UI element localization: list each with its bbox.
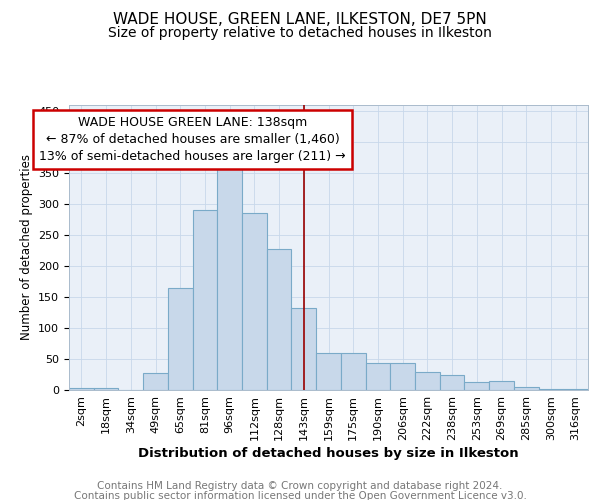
Bar bbox=[292, 308, 316, 390]
Bar bbox=[316, 353, 341, 390]
Bar bbox=[267, 248, 292, 390]
Bar bbox=[365, 364, 390, 390]
Bar bbox=[390, 364, 415, 390]
Text: Distribution of detached houses by size in Ilkeston: Distribution of detached houses by size … bbox=[139, 448, 519, 460]
Bar bbox=[539, 389, 563, 390]
Text: WADE HOUSE, GREEN LANE, ILKESTON, DE7 5PN: WADE HOUSE, GREEN LANE, ILKESTON, DE7 5P… bbox=[113, 12, 487, 28]
Bar bbox=[193, 210, 217, 390]
Bar bbox=[217, 164, 242, 390]
Bar bbox=[464, 382, 489, 390]
Bar bbox=[168, 288, 193, 390]
Bar bbox=[143, 374, 168, 390]
Text: Size of property relative to detached houses in Ilkeston: Size of property relative to detached ho… bbox=[108, 26, 492, 40]
Bar bbox=[489, 382, 514, 390]
Bar bbox=[415, 372, 440, 390]
Bar bbox=[94, 388, 118, 390]
Text: Contains HM Land Registry data © Crown copyright and database right 2024.: Contains HM Land Registry data © Crown c… bbox=[97, 481, 503, 491]
Bar bbox=[341, 353, 365, 390]
Text: WADE HOUSE GREEN LANE: 138sqm
← 87% of detached houses are smaller (1,460)
13% o: WADE HOUSE GREEN LANE: 138sqm ← 87% of d… bbox=[39, 116, 346, 163]
Bar bbox=[440, 374, 464, 390]
Bar bbox=[514, 387, 539, 390]
Bar bbox=[242, 214, 267, 390]
Text: Contains public sector information licensed under the Open Government Licence v3: Contains public sector information licen… bbox=[74, 491, 526, 500]
Bar bbox=[563, 389, 588, 390]
Y-axis label: Number of detached properties: Number of detached properties bbox=[20, 154, 32, 340]
Bar bbox=[69, 388, 94, 390]
